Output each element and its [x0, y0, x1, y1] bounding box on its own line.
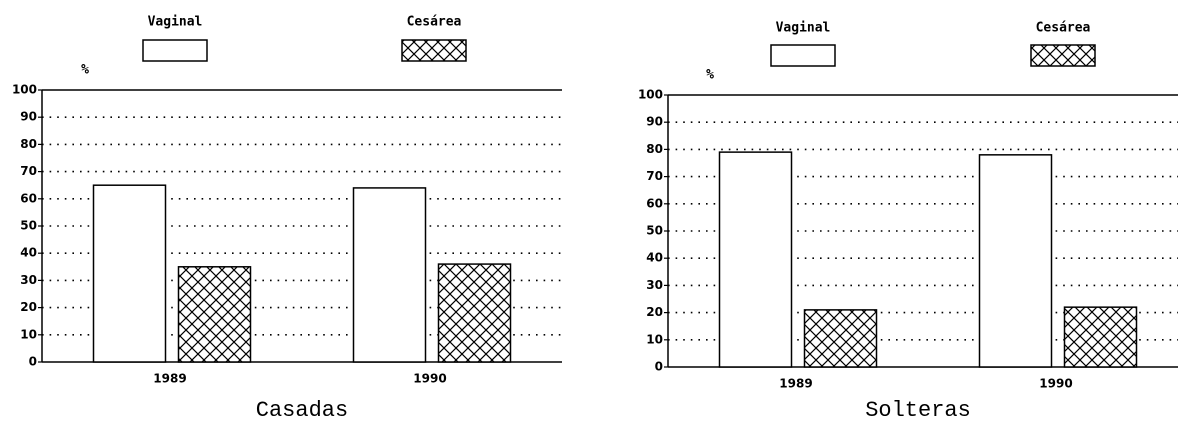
- x-tick-label: 1989: [779, 377, 812, 391]
- y-tick-label: 90: [20, 110, 37, 124]
- y-axis-label: %: [81, 63, 89, 78]
- bar: [352, 187, 427, 363]
- y-tick-label: 80: [20, 137, 37, 151]
- y-axis-label: %: [706, 68, 714, 83]
- y-tick-label: 50: [20, 219, 37, 233]
- y-tick-label: 20: [20, 300, 37, 314]
- y-tick-label: 10: [20, 327, 37, 341]
- legend-swatch: [401, 39, 467, 62]
- x-tick-label: 1990: [1039, 377, 1072, 391]
- y-tick-label: 70: [20, 164, 37, 178]
- y-tick-label: 100: [12, 83, 37, 97]
- y-tick-label: 50: [646, 224, 663, 238]
- legend-label: Cesárea: [1036, 21, 1091, 36]
- y-tick-label: 70: [646, 169, 663, 183]
- legend-label: Vaginal: [776, 21, 831, 36]
- x-tick-label: 1989: [153, 372, 186, 386]
- y-tick-label: 80: [646, 142, 663, 156]
- bar: [177, 266, 252, 363]
- bar: [437, 263, 512, 363]
- legend-label: Cesárea: [407, 15, 462, 30]
- y-tick-label: 30: [20, 273, 37, 287]
- bar: [92, 184, 167, 363]
- legend-swatch: [1030, 44, 1096, 67]
- chart-title: Solteras: [865, 398, 971, 421]
- y-tick-label: 90: [646, 115, 663, 129]
- bar: [718, 151, 793, 368]
- y-tick-label: 100: [638, 88, 663, 102]
- y-tick-label: 60: [646, 196, 663, 210]
- x-tick-label: 1990: [413, 372, 446, 386]
- y-tick-label: 20: [646, 305, 663, 319]
- chart-title: Casadas: [256, 398, 348, 421]
- bar: [978, 154, 1053, 368]
- y-tick-label: 30: [646, 278, 663, 292]
- y-tick-label: 0: [655, 360, 663, 374]
- y-tick-label: 40: [646, 251, 663, 265]
- legend-label: Vaginal: [148, 15, 203, 30]
- y-tick-label: 0: [29, 355, 37, 369]
- y-tick-label: 10: [646, 332, 663, 346]
- legend-swatch: [142, 39, 208, 62]
- y-tick-label: 40: [20, 246, 37, 260]
- y-tick-label: 60: [20, 191, 37, 205]
- legend-swatch: [770, 44, 836, 67]
- bar: [1063, 306, 1138, 368]
- bar: [803, 309, 878, 368]
